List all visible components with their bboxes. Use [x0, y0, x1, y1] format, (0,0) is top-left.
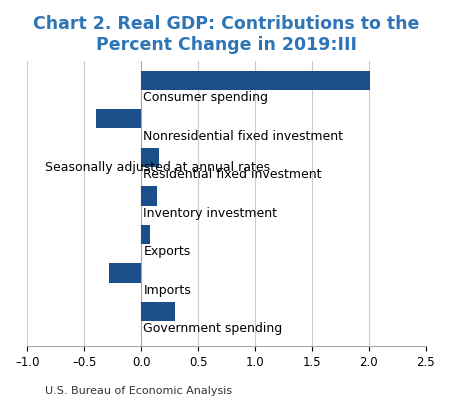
Bar [141, 148, 159, 167]
Text: Imports: Imports [144, 284, 191, 297]
Text: Consumer spending: Consumer spending [144, 91, 268, 104]
Bar [95, 109, 141, 128]
Text: Nonresidential fixed investment: Nonresidential fixed investment [144, 130, 343, 142]
Bar [141, 302, 175, 321]
Text: Residential fixed investment: Residential fixed investment [144, 168, 322, 181]
Title: Chart 2. Real GDP: Contributions to the
Percent Change in 2019:III: Chart 2. Real GDP: Contributions to the … [33, 15, 420, 54]
Text: Government spending: Government spending [144, 322, 283, 335]
Text: Exports: Exports [144, 245, 191, 258]
Bar [141, 186, 157, 206]
Bar [141, 225, 150, 244]
Text: Seasonally adjusted at annual rates: Seasonally adjusted at annual rates [45, 161, 270, 174]
Text: U.S. Bureau of Economic Analysis: U.S. Bureau of Economic Analysis [45, 386, 232, 396]
Bar [109, 263, 141, 283]
Bar [141, 70, 370, 90]
Text: Inventory investment: Inventory investment [144, 207, 277, 220]
